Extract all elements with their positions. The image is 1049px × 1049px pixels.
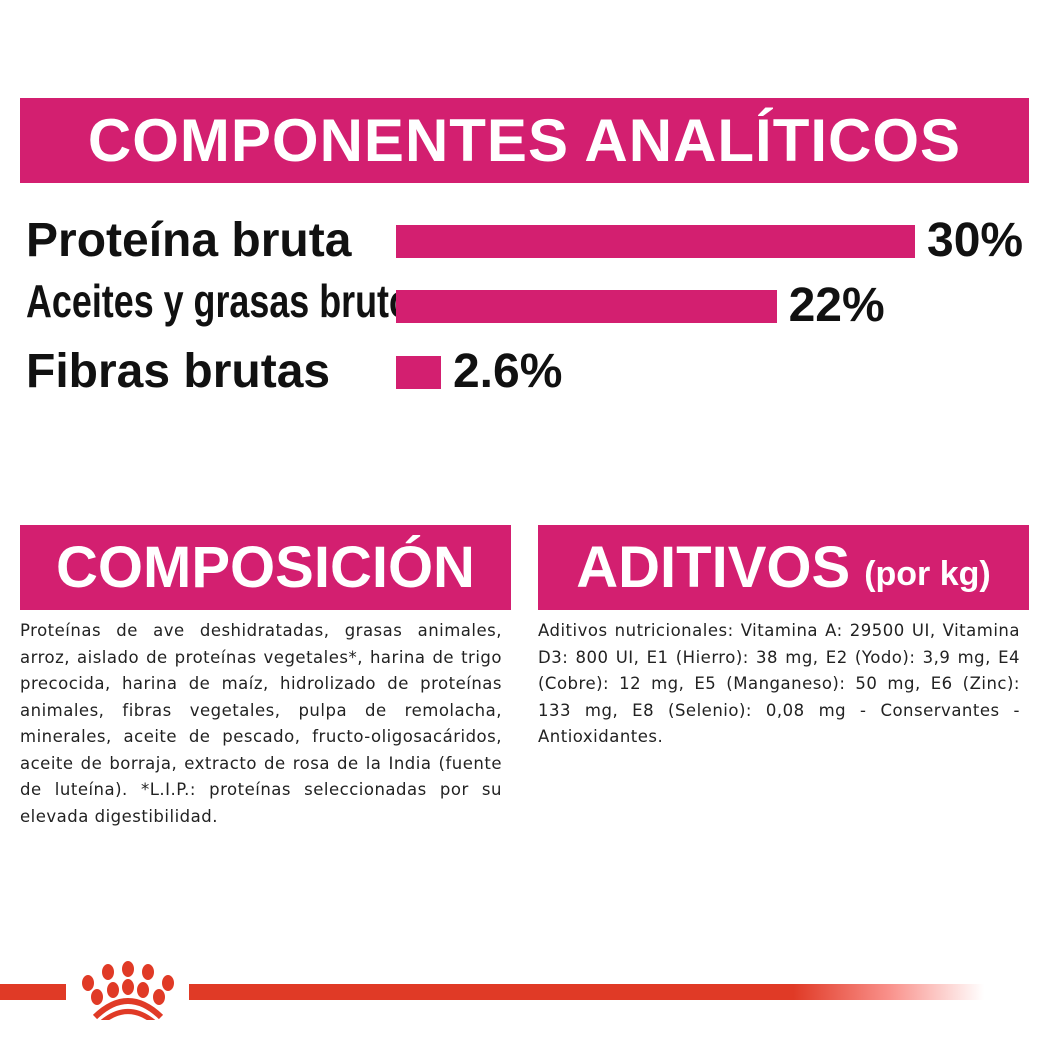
section-title: COMPONENTES ANALÍTICOS [87, 107, 962, 174]
unit-label: (por kg) [864, 555, 991, 593]
brand-stripe-right [189, 984, 984, 1000]
category-label: Fibras brutas [26, 345, 331, 398]
section-title: COMPOSICIÓN [56, 535, 475, 600]
category-label: Aceites y grasas brutos [26, 275, 431, 327]
category-label: Proteína bruta [26, 214, 352, 267]
brand-stripe-left [0, 984, 66, 1000]
composition-banner: COMPOSICIÓN [20, 525, 511, 610]
bar [396, 356, 441, 389]
additives-text: Aditivos nutricionales: Vitamina A: 2950… [538, 621, 1020, 746]
bar [396, 290, 777, 323]
section-title: ADITIVOS [576, 535, 851, 600]
royal-canin-logo-icon [82, 961, 174, 1020]
analytic-components-banner: COMPONENTES ANALÍTICOS [20, 98, 1029, 183]
value-label: 22% [788, 279, 885, 332]
additives-banner: ADITIVOS (por kg) [538, 525, 1029, 610]
value-label: 2.6% [452, 345, 563, 398]
composition-text: Proteínas de ave deshidratadas, grasas a… [20, 621, 502, 826]
value-label: 30% [927, 214, 1024, 267]
bar [396, 225, 915, 258]
